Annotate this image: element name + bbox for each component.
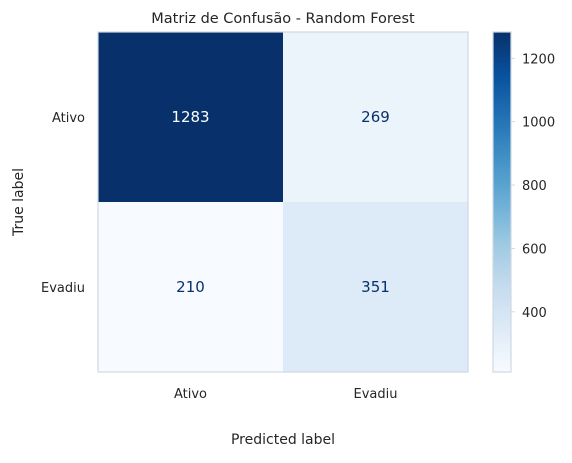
cell-value-label: 1283 — [171, 108, 209, 126]
x-tick-label: Evadiu — [354, 387, 398, 402]
colorbar-tick-label: 1000 — [522, 116, 555, 131]
colorbar-tick-label: 600 — [522, 242, 547, 257]
cell-value-label: 269 — [361, 108, 390, 126]
x-tick-labels: Ativo Evadiu — [174, 387, 398, 402]
y-tick-labels: Ativo Evadiu — [41, 111, 85, 296]
colorbar — [492, 31, 512, 373]
y-axis-label: True label — [11, 168, 27, 237]
cell-value-label: 210 — [176, 278, 205, 296]
matrix-cell — [283, 32, 469, 203]
colorbar-tick-label: 800 — [522, 179, 547, 194]
x-axis-label: Predicted label — [231, 432, 335, 448]
matrix-cells: 1283 269 210 351 — [98, 32, 469, 373]
cell-value-label: 351 — [361, 278, 390, 296]
matrix-frame — [97, 31, 469, 373]
matrix-cell — [98, 32, 284, 203]
x-tick-label: Ativo — [174, 387, 207, 402]
chart-title: Matriz de Confusão - Random Forest — [151, 11, 415, 27]
y-tick-label: Ativo — [52, 111, 85, 126]
matrix-cell — [98, 202, 284, 373]
colorbar-tick-label: 1200 — [522, 52, 555, 67]
colorbar-tick-label: 400 — [522, 306, 547, 321]
colorbar-ticks: 400 600 800 1000 1200 — [511, 52, 555, 321]
y-tick-label: Evadiu — [41, 281, 85, 296]
matrix-cell — [283, 202, 469, 373]
